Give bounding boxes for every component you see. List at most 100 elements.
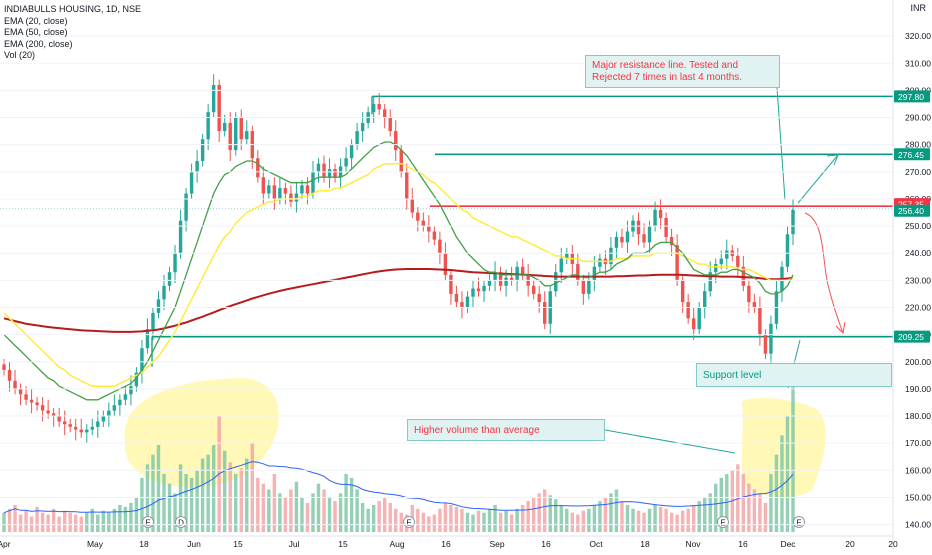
volume-bar: [300, 497, 304, 532]
candle-body: [134, 372, 139, 387]
volume-bar: [697, 501, 701, 532]
price-label-text: 276.45: [898, 150, 924, 160]
volume-bar: [669, 512, 674, 532]
candle-body: [504, 277, 508, 286]
price-label-text: 297.80: [898, 92, 924, 102]
time-tick-label: 18: [640, 539, 650, 549]
candle-body: [7, 369, 12, 381]
candle-body: [438, 239, 442, 254]
pullback-arrow-line: [804, 212, 844, 334]
volume-bar: [129, 503, 133, 532]
candle-body: [427, 226, 431, 232]
volume-bar: [195, 470, 199, 532]
candle-body: [29, 399, 34, 403]
volume-bar: [355, 489, 359, 532]
candle-body: [592, 266, 597, 281]
volume-bar: [333, 501, 337, 532]
volume-bar: [68, 512, 72, 532]
support-note: Support level: [703, 370, 762, 381]
candle-body: [151, 312, 155, 330]
volume-bar: [112, 508, 117, 532]
volume-bar: [719, 477, 723, 532]
target-arrow-line: [797, 154, 839, 204]
volume-bar: [399, 512, 403, 532]
volume-bar: [388, 503, 392, 532]
candle-body: [405, 171, 409, 199]
candle-body: [443, 253, 448, 275]
volume-bar: [675, 514, 679, 532]
legend-ema20[interactable]: EMA (20, close): [4, 15, 68, 26]
volume-callout[interactable]: Higher volume than average: [407, 419, 605, 441]
price-tick-label: 240.00: [905, 248, 931, 258]
candle-body: [658, 209, 663, 218]
price-label-text: 257.35: [898, 200, 924, 210]
volume-bar: [167, 483, 172, 532]
candle-body: [725, 250, 729, 259]
volume-bar: [289, 489, 293, 532]
volume-bar: [487, 508, 492, 532]
candle-body: [278, 188, 282, 199]
legend-volume[interactable]: Vol (20): [4, 50, 36, 60]
volume-bar: [421, 512, 426, 532]
candle-body: [57, 416, 61, 422]
price-tick-label: 180.00: [905, 411, 931, 421]
price-tick-label: 160.00: [905, 465, 931, 475]
resistance-callout[interactable]: Major resistance line. Tested and Reject…: [585, 55, 780, 88]
time-axis: Apr May 18 Jun 15 Jul 15 Aug 16 Sep 16 Oct 18 Nov 16 De…: [0, 535, 898, 549]
volume-bar: [714, 483, 718, 532]
volume-bar: [377, 501, 381, 532]
legend-ema50[interactable]: EMA (50, close): [4, 27, 68, 37]
volume-bar: [35, 506, 39, 532]
volume-bar: [609, 493, 613, 532]
candle-body: [620, 236, 624, 243]
volume-bar: [311, 493, 315, 532]
volume-bar: [382, 497, 387, 532]
candle-body: [294, 193, 299, 202]
candle-body: [18, 388, 23, 395]
volume-bar: [691, 504, 696, 532]
symbol-title[interactable]: INDIABULLS HOUSING, 1D, NSE: [4, 4, 142, 14]
volume-bar: [140, 477, 144, 532]
legend-ema200[interactable]: EMA (200, close): [4, 38, 73, 49]
time-tick-label: 20: [845, 539, 855, 549]
volume-bar: [614, 489, 619, 532]
candle-body: [13, 380, 17, 389]
volume-bar: [774, 454, 779, 532]
time-tick-label: 20: [888, 539, 898, 549]
volume-bar: [482, 512, 486, 532]
candle-body: [68, 424, 72, 427]
volume-bar: [531, 497, 536, 532]
volume-bar: [460, 508, 464, 532]
volume-bar: [134, 497, 139, 532]
volume-callout-pointer: [604, 429, 736, 454]
candle-body: [382, 109, 387, 118]
pullback-arrow-head: [835, 321, 846, 335]
price-label-text: 256.40: [898, 206, 924, 216]
volume-bar: [576, 514, 580, 532]
candle-body: [300, 185, 304, 194]
volume-bar: [250, 443, 254, 532]
price-tick-label: 230.00: [905, 275, 931, 285]
support-callout[interactable]: Support level: [696, 363, 892, 387]
candle-body: [449, 274, 453, 294]
candle-body: [675, 245, 679, 281]
price-tick-label: 220.00: [905, 302, 931, 312]
candle-body: [410, 198, 415, 213]
volume-bar: [62, 510, 67, 532]
volume-bar: [278, 493, 282, 532]
candle-body: [178, 220, 183, 254]
candle-body: [791, 209, 795, 235]
candle-body: [228, 122, 232, 151]
volume-bar: [416, 508, 420, 532]
volume-note: Higher volume than average: [414, 425, 540, 436]
candle-body: [123, 394, 128, 400]
candle-body: [305, 185, 310, 194]
candle-body: [747, 285, 751, 303]
volume-bar: [234, 474, 238, 532]
volume-bar: [267, 489, 271, 532]
candle-body: [355, 131, 359, 145]
candle-body: [598, 258, 602, 267]
candle-body: [90, 426, 94, 430]
